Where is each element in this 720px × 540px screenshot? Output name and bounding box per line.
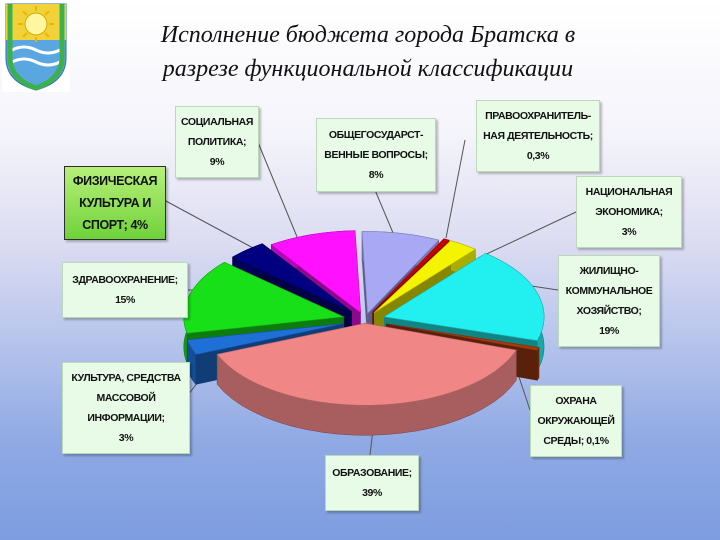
data-label-line: 3% — [118, 432, 134, 444]
data-label-line: КУЛЬТУРА И — [79, 196, 151, 210]
data-label-line: ВЕННЫЕ ВОПРОСЫ; — [324, 149, 428, 161]
data-label-line: 9% — [209, 156, 225, 168]
leader-line — [374, 189, 397, 241]
data-label-line: ОКРУЖАЮЩЕЙ — [537, 415, 615, 427]
data-label-line: СОЦИАЛЬНАЯ — [180, 116, 254, 128]
data-label: ОБЩЕГОСУДАРСТ- ВЕННЫЕ ВОПРОСЫ; 8% — [316, 118, 436, 192]
data-label-line: ПРАВООХРАНИТЕЛЬ- — [485, 110, 591, 122]
data-label-line: КОММУНАЛЬНОЕ — [565, 285, 653, 297]
data-label-line: ЖИЛИЩНО- — [579, 265, 639, 277]
data-label-line: ЗДРАВООХРАНЕНИЕ; — [72, 274, 178, 286]
page-title-line-1: Исполнение бюджета города Братска в — [160, 22, 576, 48]
data-label-line: СРЕДЫ; 0,1% — [543, 435, 609, 447]
data-label: ЖИЛИЩНО- КОММУНАЛЬНОЕ ХОЗЯЙСТВО; 19% — [558, 255, 660, 347]
leader-line — [445, 139, 466, 239]
data-label-line: КУЛЬТУРА, СРЕДСТВА — [71, 372, 181, 384]
data-label: СОЦИАЛЬНАЯ ПОЛИТИКА; 9% — [175, 106, 259, 178]
data-label-line: 39% — [362, 487, 382, 499]
data-label-line: ОБЩЕГОСУДАРСТ- — [328, 129, 424, 141]
data-label: ФИЗИЧЕСКАЯ КУЛЬТУРА И СПОРТ; 4% — [64, 166, 166, 240]
data-label-line: НАЦИОНАЛЬНАЯ — [585, 186, 673, 198]
data-label-line: 8% — [368, 169, 384, 181]
data-label: НАЦИОНАЛЬНАЯ ЭКОНОМИКА; 3% — [576, 176, 682, 248]
data-label-line: 15% — [115, 294, 135, 306]
data-label-line: ХОЗЯЙСТВО; — [576, 305, 642, 317]
data-label-line: НАЯ ДЕЯТЕЛЬНОСТЬ; — [483, 130, 593, 142]
data-label-line: МАССОВОЙ — [96, 392, 156, 404]
data-label-line: 19% — [599, 325, 619, 337]
data-label-line: ОХРАНА — [555, 395, 597, 407]
data-label-line: 0,3% — [526, 150, 550, 162]
data-label-line: ОБРАЗОВАНИЕ; — [332, 467, 412, 479]
leader-line — [256, 139, 301, 245]
data-label-line: ФИЗИЧЕСКАЯ — [72, 174, 158, 188]
page-title-line-2: разрезе функциональной классификации — [162, 56, 574, 82]
data-label-line: СПОРТ; 4% — [82, 218, 148, 232]
pie-slice — [216, 322, 517, 436]
data-label-line: ПОЛИТИКА; — [187, 136, 247, 148]
data-label-line: 3% — [621, 226, 637, 238]
page-title: Исполнение бюджета города Братска в разр… — [88, 18, 648, 86]
data-label-line: ЭКОНОМИКА; — [595, 206, 663, 218]
data-label: ПРАВООХРАНИТЕЛЬ- НАЯ ДЕЯТЕЛЬНОСТЬ; 0,3% — [476, 100, 600, 172]
data-label-line: ИНФОРМАЦИИ; — [87, 412, 165, 424]
leader-line — [163, 199, 269, 257]
city-coat-of-arms — [2, 0, 70, 92]
data-label: ОХРАНА ОКРУЖАЮЩЕЙ СРЕДЫ; 0,1% — [530, 385, 622, 457]
data-label: ЗДРАВООХРАНЕНИЕ; 15% — [62, 262, 188, 318]
data-label: ОБРАЗОВАНИЕ; 39% — [325, 455, 419, 511]
leader-line — [477, 211, 577, 259]
data-label: КУЛЬТУРА, СРЕДСТВА МАССОВОЙ ИНФОРМАЦИИ; 3% — [62, 362, 190, 454]
